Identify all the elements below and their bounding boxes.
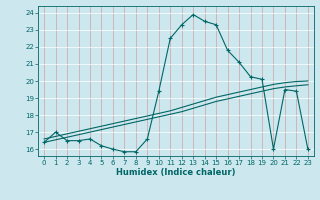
X-axis label: Humidex (Indice chaleur): Humidex (Indice chaleur) <box>116 168 236 177</box>
